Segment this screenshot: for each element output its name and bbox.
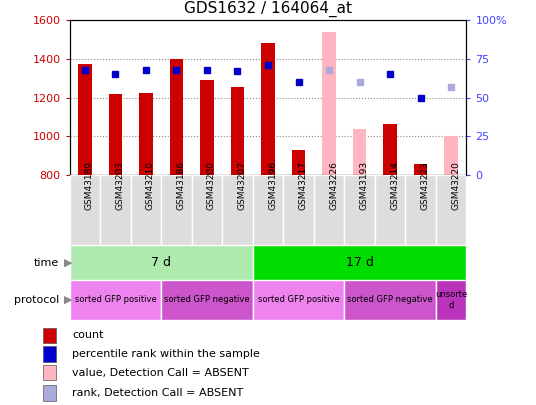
Text: GSM43200: GSM43200 (207, 161, 216, 210)
Text: value, Detection Call = ABSENT: value, Detection Call = ABSENT (72, 368, 249, 378)
Bar (353, 130, 367, 175)
Bar (436, 175, 466, 245)
Bar (344, 175, 375, 245)
Bar (344, 280, 436, 320)
Text: sorted GFP negative: sorted GFP negative (347, 296, 433, 305)
Bar (161, 175, 192, 245)
Text: GSM43220: GSM43220 (451, 161, 460, 210)
Text: GSM43203: GSM43203 (115, 161, 124, 210)
Bar (43, 346, 56, 362)
Bar (70, 175, 100, 245)
Text: GSM43226: GSM43226 (329, 161, 338, 210)
Text: 17 d: 17 d (346, 256, 374, 269)
Bar (436, 280, 466, 320)
Text: GSM43189: GSM43189 (85, 161, 94, 210)
Bar (322, 32, 336, 175)
Bar (253, 245, 466, 280)
Text: GSM43217: GSM43217 (299, 161, 308, 210)
Text: GSM43207: GSM43207 (237, 161, 247, 210)
Text: unsorte
d: unsorte d (435, 290, 467, 310)
Text: time: time (34, 258, 59, 267)
Bar (444, 136, 458, 175)
Text: sorted GFP positive: sorted GFP positive (258, 296, 339, 305)
Bar (253, 280, 344, 320)
Bar (222, 175, 253, 245)
Text: sorted GFP negative: sorted GFP negative (164, 296, 250, 305)
Text: GSM43210: GSM43210 (146, 161, 155, 210)
Text: GSM43214: GSM43214 (390, 161, 399, 210)
Text: sorted GFP positive: sorted GFP positive (75, 296, 157, 305)
Bar (261, 43, 275, 175)
Bar (414, 164, 427, 175)
Bar (139, 93, 153, 175)
Bar (314, 175, 344, 245)
Bar (405, 175, 436, 245)
Bar (292, 150, 306, 175)
Bar (100, 175, 131, 245)
Text: GSM43196: GSM43196 (268, 161, 277, 210)
Bar (192, 175, 222, 245)
Text: 7 d: 7 d (151, 256, 171, 269)
Bar (253, 175, 283, 245)
Text: rank, Detection Call = ABSENT: rank, Detection Call = ABSENT (72, 388, 243, 398)
Bar (70, 245, 253, 280)
Text: GSM43193: GSM43193 (360, 161, 369, 210)
Text: percentile rank within the sample: percentile rank within the sample (72, 349, 260, 359)
Bar (43, 328, 56, 343)
Bar (161, 280, 253, 320)
Title: GDS1632 / 164064_at: GDS1632 / 164064_at (184, 1, 352, 17)
Text: ▶: ▶ (64, 258, 73, 267)
Text: GSM43223: GSM43223 (421, 161, 429, 210)
Bar (43, 365, 56, 380)
Bar (43, 386, 56, 401)
Bar (200, 80, 214, 175)
Text: count: count (72, 330, 104, 340)
Bar (70, 280, 161, 320)
Bar (169, 59, 183, 175)
Bar (131, 175, 161, 245)
Text: ▶: ▶ (64, 295, 73, 305)
Text: protocol: protocol (14, 295, 59, 305)
Bar (109, 94, 122, 175)
Bar (78, 64, 92, 175)
Bar (375, 175, 405, 245)
Text: GSM43186: GSM43186 (176, 161, 185, 210)
Bar (383, 124, 397, 175)
Bar (283, 175, 314, 245)
Bar (230, 87, 244, 175)
